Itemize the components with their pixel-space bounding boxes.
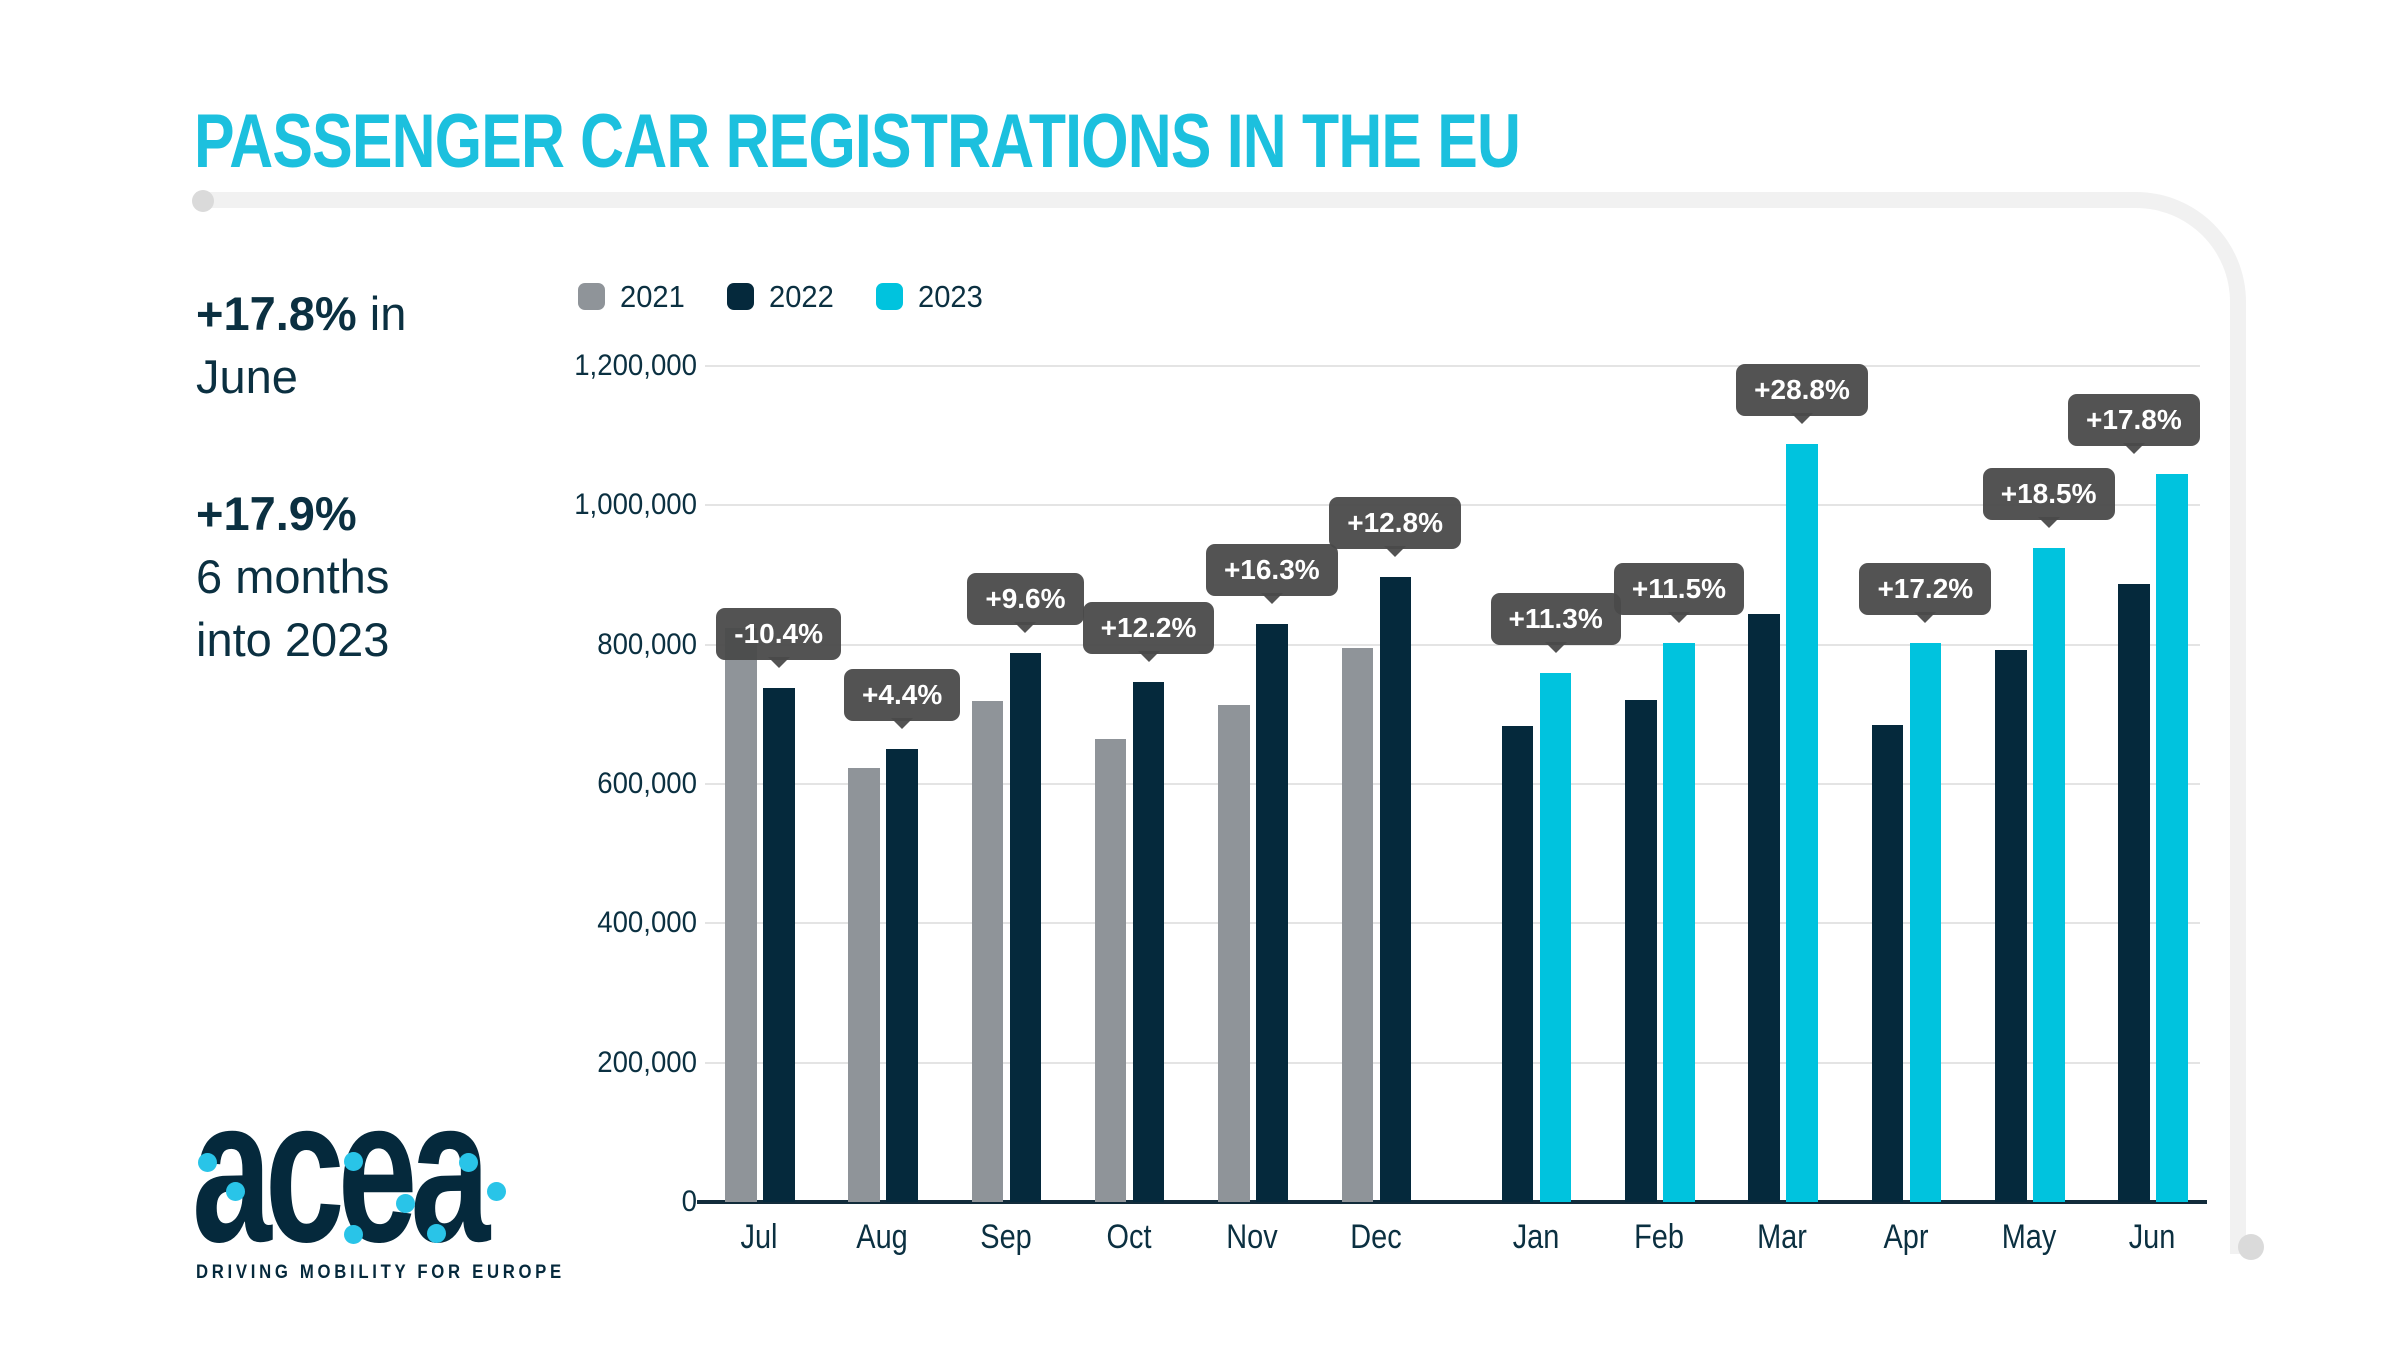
logo-accent-dot-3	[344, 1152, 363, 1171]
gridline-1200000	[705, 365, 2200, 367]
bar-2021-sep	[971, 701, 1004, 1202]
decorative-frame	[196, 192, 2246, 1254]
change-tooltip-jun: +17.8%	[2068, 393, 2200, 446]
stat-june-suffix: in	[356, 287, 407, 340]
legend-item-2023: 2023	[875, 279, 987, 314]
stat-six-months-line3: into 2023	[196, 613, 390, 666]
acea-tagline: DRIVING MOBILITY FOR EUROPE	[196, 1262, 565, 1283]
legend-swatch-2023	[875, 283, 903, 310]
bar-2023-may	[2033, 547, 2065, 1202]
bar-2021-aug	[848, 767, 880, 1202]
bar-2021-oct	[1094, 738, 1127, 1202]
x-axis-label-apr: Apr	[1883, 1218, 1929, 1256]
x-axis-label-jul: Jul	[740, 1218, 778, 1256]
bar-2022-oct	[1132, 682, 1165, 1202]
bar-2023-feb	[1663, 642, 1695, 1202]
bar-2021-jul	[725, 627, 757, 1202]
logo-accent-dot-1	[198, 1153, 217, 1172]
bar-2022-feb	[1625, 700, 1657, 1202]
stat-june: +17.8% in June	[196, 282, 406, 408]
x-axis-label-dec: Dec	[1349, 1218, 1402, 1256]
gridline-600000	[705, 783, 2200, 785]
x-axis-label-may: May	[2001, 1218, 2057, 1256]
gridline-200000	[705, 1061, 2200, 1064]
bar-2022-sep	[1009, 653, 1042, 1202]
gridline-800000	[705, 643, 2200, 646]
bar-2022-nov	[1256, 624, 1288, 1202]
bar-2022-jul	[763, 687, 795, 1202]
stat-six-months-value: +17.9%	[196, 487, 357, 540]
stat-june-line2: June	[196, 350, 298, 403]
change-tooltip-jul: -10.4%	[716, 607, 841, 660]
x-axis-label-oct: Oct	[1106, 1218, 1152, 1256]
logo-accent-dot-7	[459, 1153, 478, 1172]
page-title: PASSENGER CAR REGISTRATIONS IN THE EU	[194, 99, 1521, 184]
frame-endcap-left	[192, 190, 214, 212]
change-tooltip-apr: +17.2%	[1859, 562, 1992, 615]
x-axis-line	[697, 1200, 2207, 1204]
logo-accent-dot-4	[344, 1225, 363, 1244]
change-tooltip-feb: +11.5%	[1613, 562, 1745, 615]
y-axis-label-200000: 200,000	[597, 1045, 697, 1079]
stat-six-months-line2: 6 months	[196, 550, 390, 603]
stat-june-value: +17.8%	[196, 287, 357, 340]
bar-2022-jun	[2118, 584, 2150, 1202]
bar-2023-jun	[2156, 473, 2188, 1202]
bar-2022-may	[1995, 650, 2027, 1202]
logo-accent-dot-8	[487, 1182, 506, 1201]
change-tooltip-sep: +9.6%	[967, 573, 1084, 626]
x-axis-label-sep: Sep	[979, 1218, 1032, 1256]
frame-endcap-bottom	[2238, 1234, 2264, 1260]
bar-2021-dec	[1341, 648, 1373, 1202]
change-tooltip-oct: +12.2%	[1082, 602, 1215, 655]
stat-june-line1: +17.8% in	[196, 282, 406, 345]
bar-2022-mar	[1748, 614, 1780, 1202]
bar-2023-jan	[1539, 672, 1572, 1202]
change-tooltip-dec: +12.8%	[1329, 497, 1461, 550]
change-tooltip-mar: +28.8%	[1736, 364, 1868, 417]
x-axis-label-nov: Nov	[1226, 1218, 1278, 1256]
y-axis-label-800000: 800,000	[597, 627, 697, 661]
change-tooltip-may: +18.5%	[1982, 467, 2115, 520]
logo-accent-dot-5	[396, 1194, 415, 1213]
x-axis-label-jan: Jan	[1512, 1218, 1560, 1256]
legend-swatch-2022	[726, 283, 754, 310]
chart-legend: 2021 2022 2023	[578, 281, 987, 312]
change-tooltip-jan: +11.3%	[1490, 592, 1621, 645]
stat-six-months: +17.9% 6 months into 2023	[196, 482, 389, 671]
bar-2023-apr	[1909, 642, 1942, 1202]
legend-label-2022: 2022	[768, 279, 834, 314]
y-axis-label-600000: 600,000	[597, 767, 697, 800]
bar-2022-aug	[886, 749, 918, 1202]
bar-2021-nov	[1218, 705, 1250, 1202]
bar-2022-jan	[1501, 726, 1534, 1202]
x-axis-label-mar: Mar	[1757, 1218, 1808, 1256]
bar-2022-dec	[1379, 577, 1411, 1202]
legend-swatch-2021	[578, 283, 605, 310]
legend-item-2022: 2022	[726, 279, 838, 314]
legend-label-2021: 2021	[620, 279, 685, 314]
logo-accent-dot-2	[226, 1182, 245, 1201]
y-axis-label-400000: 400,000	[597, 906, 697, 940]
x-axis-label-feb: Feb	[1634, 1218, 1684, 1256]
x-axis-label-jun: Jun	[2128, 1218, 2176, 1256]
legend-item-2021: 2021	[578, 281, 689, 312]
y-axis-label-1200000: 1,200,000	[574, 349, 697, 382]
legend-label-2023: 2023	[917, 279, 983, 314]
gridline-400000	[705, 922, 2200, 925]
bar-2022-apr	[1871, 724, 1904, 1202]
x-axis-label-aug: Aug	[856, 1218, 909, 1256]
change-tooltip-aug: +4.4%	[844, 669, 961, 722]
bar-2023-mar	[1786, 444, 1818, 1202]
y-axis-label-1000000: 1,000,000	[574, 488, 697, 522]
change-tooltip-nov: +16.3%	[1205, 544, 1338, 597]
y-axis-label-0: 0	[681, 1185, 697, 1218]
logo-accent-dot-6	[427, 1224, 446, 1243]
